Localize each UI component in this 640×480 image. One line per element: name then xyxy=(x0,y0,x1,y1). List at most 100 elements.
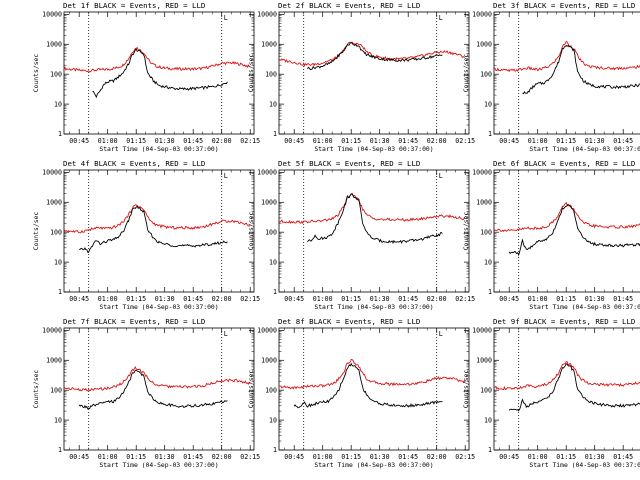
panel-title: Det 6f BLACK = Events, RED = LLD xyxy=(493,159,635,168)
y-tick-label: 1 xyxy=(488,446,492,454)
x-tick-label: 01:45 xyxy=(398,295,418,303)
x-tick-label: 01:00 xyxy=(98,295,118,303)
plot-frame xyxy=(63,327,255,451)
lld-trace xyxy=(64,365,251,392)
y-tick-label: 1 xyxy=(273,288,277,296)
chart-panel-4: Det 4f BLACK = Events, RED = LLD L 1 10 100 1… xyxy=(32,159,260,311)
y-tick-label: 1000 xyxy=(46,40,62,48)
x-tick-label: 00:45 xyxy=(69,453,89,461)
x-tick-label: 01:45 xyxy=(613,453,633,461)
y-tick-label: 1 xyxy=(273,130,277,138)
plot-frame xyxy=(63,11,255,135)
x-tick-label: 02:00 xyxy=(427,295,447,303)
y-axis-label: Counts/sec xyxy=(247,212,255,251)
y-tick-label: 1000 xyxy=(261,356,277,364)
events-trace xyxy=(307,193,443,245)
x-tick-label: 00:45 xyxy=(499,295,519,303)
x-axis-label: Start Time (04-Sep-03 00:37:00) xyxy=(314,303,433,311)
x-axis-label: Start Time (04-Sep-03 00:37:00) xyxy=(99,461,218,469)
y-tick-label: 10 xyxy=(269,416,277,424)
x-tick-label: 01:15 xyxy=(126,453,146,461)
y-axis-label: Counts/sec xyxy=(32,370,40,409)
x-tick-label: 01:30 xyxy=(155,295,175,303)
events-trace xyxy=(293,362,443,409)
lld-trace xyxy=(64,204,251,234)
y-tick-label: 100 xyxy=(265,228,277,236)
y-tick-label: 100 xyxy=(265,386,277,394)
x-tick-label: 02:15 xyxy=(240,295,260,303)
y-tick-label: 100 xyxy=(50,386,62,394)
y-tick-label: 10 xyxy=(54,258,62,266)
y-tick-label: 10000 xyxy=(257,169,277,177)
lld-trace xyxy=(279,41,466,67)
x-tick-label: 01:00 xyxy=(313,453,333,461)
y-tick-label: 10000 xyxy=(257,327,277,335)
corner-mark: L xyxy=(224,330,228,338)
y-axis-label: Counts/sec xyxy=(247,54,255,93)
y-axis-label: Counts/sec xyxy=(462,370,470,409)
chart-panel-7: Det 7f BLACK = Events, RED = LLD L 1 10 100 1… xyxy=(32,317,260,469)
x-tick-label: 02:15 xyxy=(455,137,475,145)
x-tick-label: 01:00 xyxy=(313,295,333,303)
y-tick-label: 1000 xyxy=(46,198,62,206)
x-tick-label: 01:15 xyxy=(341,137,361,145)
panel-title: Det 5f BLACK = Events, RED = LLD xyxy=(278,159,420,168)
y-tick-label: 1 xyxy=(58,130,62,138)
y-axis-label: Counts/sec xyxy=(32,54,40,93)
x-tick-label: 00:45 xyxy=(499,137,519,145)
panel-title: Det 3f BLACK = Events, RED = LLD xyxy=(493,1,635,10)
y-tick-label: 10000 xyxy=(257,11,277,19)
y-tick-label: 1000 xyxy=(476,198,492,206)
y-tick-label: 1 xyxy=(488,130,492,138)
corner-mark: L xyxy=(439,172,443,180)
chart-panel-5: Det 5f BLACK = Events, RED = LLD L 1 10 100 1… xyxy=(247,159,475,311)
chart-panel-9: Det 9f BLACK = Events, RED = LLDL1101001… xyxy=(462,317,640,469)
chart-panel-3: Det 3f BLACK = Events, RED = LLDL1101001… xyxy=(462,1,640,153)
x-tick-label: 01:45 xyxy=(398,453,418,461)
y-tick-label: 10 xyxy=(269,100,277,108)
y-tick-label: 10000 xyxy=(42,11,62,19)
y-tick-label: 10000 xyxy=(42,327,62,335)
x-tick-label: 01:15 xyxy=(556,453,576,461)
y-tick-label: 10 xyxy=(484,258,492,266)
x-tick-label: 01:15 xyxy=(126,295,146,303)
x-tick-label: 01:00 xyxy=(313,137,333,145)
x-tick-label: 01:15 xyxy=(556,295,576,303)
x-tick-label: 02:00 xyxy=(212,295,232,303)
x-tick-label: 01:00 xyxy=(528,453,548,461)
y-tick-label: 1 xyxy=(273,446,277,454)
x-tick-label: 01:00 xyxy=(98,453,118,461)
x-tick-label: 02:00 xyxy=(212,453,232,461)
x-tick-label: 02:15 xyxy=(455,295,475,303)
y-tick-label: 1000 xyxy=(261,198,277,206)
corner-mark: L xyxy=(439,14,443,22)
corner-mark: L xyxy=(224,172,228,180)
y-tick-label: 100 xyxy=(480,386,492,394)
lld-trace xyxy=(279,358,466,390)
x-tick-label: 00:45 xyxy=(284,295,304,303)
plot-frame xyxy=(278,11,470,135)
events-trace xyxy=(508,204,640,257)
plot-frame xyxy=(493,11,640,135)
y-axis-label: Counts/sec xyxy=(462,212,470,251)
x-tick-label: 01:00 xyxy=(528,295,548,303)
y-tick-label: 10000 xyxy=(472,327,492,335)
corner-mark: L xyxy=(439,330,443,338)
x-tick-label: 01:45 xyxy=(183,453,203,461)
y-tick-label: 10 xyxy=(54,416,62,424)
x-tick-label: 01:30 xyxy=(585,137,605,145)
panel-title: Det 2f BLACK = Events, RED = LLD xyxy=(278,1,420,10)
lld-trace xyxy=(279,192,466,225)
panel-title: Det 9f BLACK = Events, RED = LLD xyxy=(493,317,635,326)
x-tick-label: 01:45 xyxy=(613,137,633,145)
panel-title: Det 7f BLACK = Events, RED = LLD xyxy=(63,317,205,326)
x-axis-label: Start Time (04-Sep-03 00:37:00) xyxy=(99,303,218,311)
x-tick-label: 01:45 xyxy=(183,295,203,303)
x-tick-label: 02:15 xyxy=(240,453,260,461)
x-tick-label: 01:30 xyxy=(155,453,175,461)
events-trace xyxy=(79,205,228,253)
panel-title: Det 8f BLACK = Events, RED = LLD xyxy=(278,317,420,326)
y-tick-label: 1000 xyxy=(46,356,62,364)
x-tick-label: 00:45 xyxy=(284,453,304,461)
plot-frame xyxy=(493,327,640,451)
